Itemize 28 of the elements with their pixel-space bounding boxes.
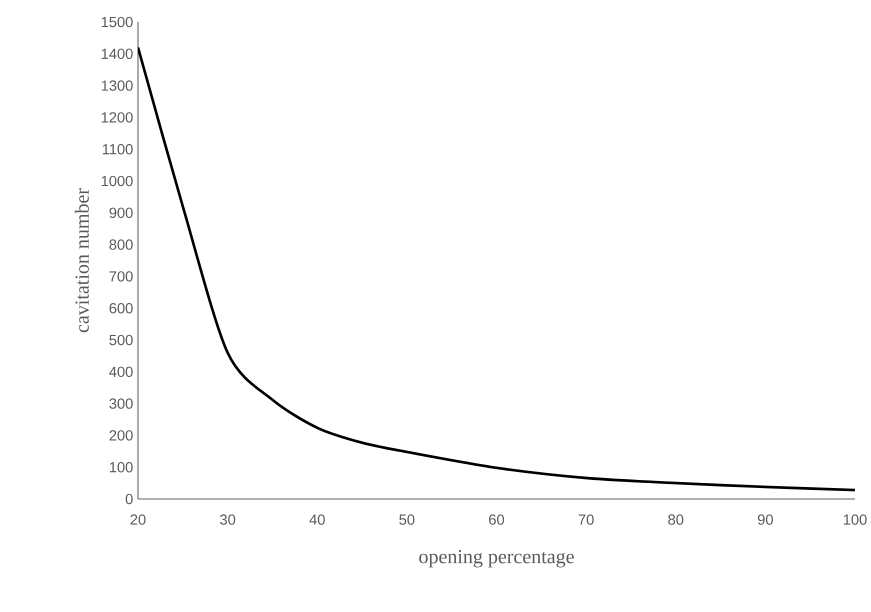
y-tick-label: 100 [110,462,133,472]
x-tick-label: 50 [399,514,414,525]
x-tick-label: 40 [309,514,325,525]
y-tick-label: 800 [109,239,133,250]
x-tick-label: 100 [844,514,867,525]
y-tick-label: 200 [110,430,133,441]
x-tick-label: 90 [758,514,773,525]
line-series [138,46,855,492]
y-tick-label: 0 [126,494,133,504]
x-tick-label: 70 [578,514,594,525]
y-tick-label: 600 [110,303,133,314]
x-tick-label: 60 [489,514,504,525]
y-tick-label: 500 [109,334,133,346]
y-tick-label: 1400 [102,48,133,59]
y-tick-label: 1200 [102,112,133,123]
x-axis-title: opening percentage [419,550,574,568]
x-tick-label: 80 [668,514,684,525]
x-tick-label: 20 [130,514,146,525]
y-tick-label: 1000 [102,176,133,186]
y-tick-label: 1100 [102,144,133,154]
y-tick-label: 1300 [102,80,133,91]
y-axis-title: cavitation number [74,188,89,332]
y-tick-label: 400 [109,366,133,377]
y-tick-label: 700 [110,271,133,282]
x-tick-label: 30 [220,514,236,525]
y-tick-label: 900 [110,208,133,218]
y-tick-label: 1500 [102,16,133,28]
y-tick-label: 300 [109,398,133,409]
